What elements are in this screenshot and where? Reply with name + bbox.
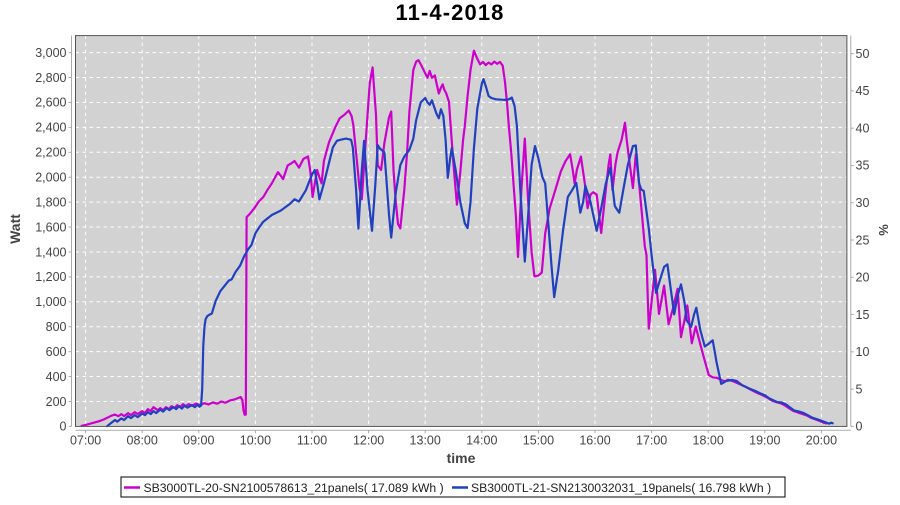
svg-text:10: 10 (856, 345, 870, 359)
svg-text:2,000: 2,000 (35, 171, 66, 185)
svg-text:SB3000TL-20-SN2100578613_21pan: SB3000TL-20-SN2100578613_21panels( 17.08… (144, 481, 444, 495)
svg-text:1,200: 1,200 (35, 270, 66, 284)
svg-text:2,200: 2,200 (35, 146, 66, 160)
svg-text:13:00: 13:00 (410, 434, 441, 448)
svg-text:2,800: 2,800 (35, 71, 66, 85)
svg-text:1,400: 1,400 (35, 245, 66, 259)
svg-text:12:00: 12:00 (353, 434, 384, 448)
svg-text:2,600: 2,600 (35, 96, 66, 110)
svg-text:45: 45 (856, 84, 870, 98)
svg-text:20: 20 (856, 271, 870, 285)
svg-text:50: 50 (856, 47, 870, 61)
svg-text:%: % (876, 224, 891, 236)
svg-text:3,000: 3,000 (35, 46, 66, 60)
svg-text:11-4-2018: 11-4-2018 (396, 0, 505, 25)
svg-text:08:00: 08:00 (127, 434, 158, 448)
svg-text:14:00: 14:00 (466, 434, 497, 448)
svg-text:19:00: 19:00 (749, 434, 780, 448)
svg-text:400: 400 (46, 370, 67, 384)
svg-text:17:00: 17:00 (636, 434, 667, 448)
svg-text:20:00: 20:00 (806, 434, 837, 448)
svg-text:800: 800 (46, 320, 67, 334)
svg-text:Watt: Watt (7, 214, 23, 244)
svg-text:09:00: 09:00 (183, 434, 214, 448)
svg-text:0: 0 (60, 420, 67, 434)
svg-text:11:00: 11:00 (297, 434, 327, 448)
svg-text:35: 35 (856, 159, 870, 173)
svg-text:15:00: 15:00 (523, 434, 554, 448)
svg-text:1,600: 1,600 (35, 220, 66, 234)
svg-text:200: 200 (46, 395, 67, 409)
svg-text:1,800: 1,800 (35, 195, 66, 209)
svg-text:5: 5 (856, 382, 863, 396)
svg-text:07:00: 07:00 (70, 434, 101, 448)
svg-text:16:00: 16:00 (579, 434, 610, 448)
svg-text:SB3000TL-21-SN2130032031_19pan: SB3000TL-21-SN2130032031_19panels( 16.79… (471, 481, 771, 495)
svg-text:30: 30 (856, 196, 870, 210)
svg-text:0: 0 (856, 420, 863, 434)
svg-text:25: 25 (856, 233, 870, 247)
svg-text:18:00: 18:00 (693, 434, 724, 448)
svg-text:600: 600 (46, 345, 67, 359)
svg-text:15: 15 (856, 308, 870, 322)
svg-text:time: time (447, 450, 476, 466)
svg-text:2,400: 2,400 (35, 121, 66, 135)
svg-text:40: 40 (856, 122, 870, 136)
svg-text:1,000: 1,000 (35, 295, 66, 309)
svg-text:10:00: 10:00 (240, 434, 271, 448)
